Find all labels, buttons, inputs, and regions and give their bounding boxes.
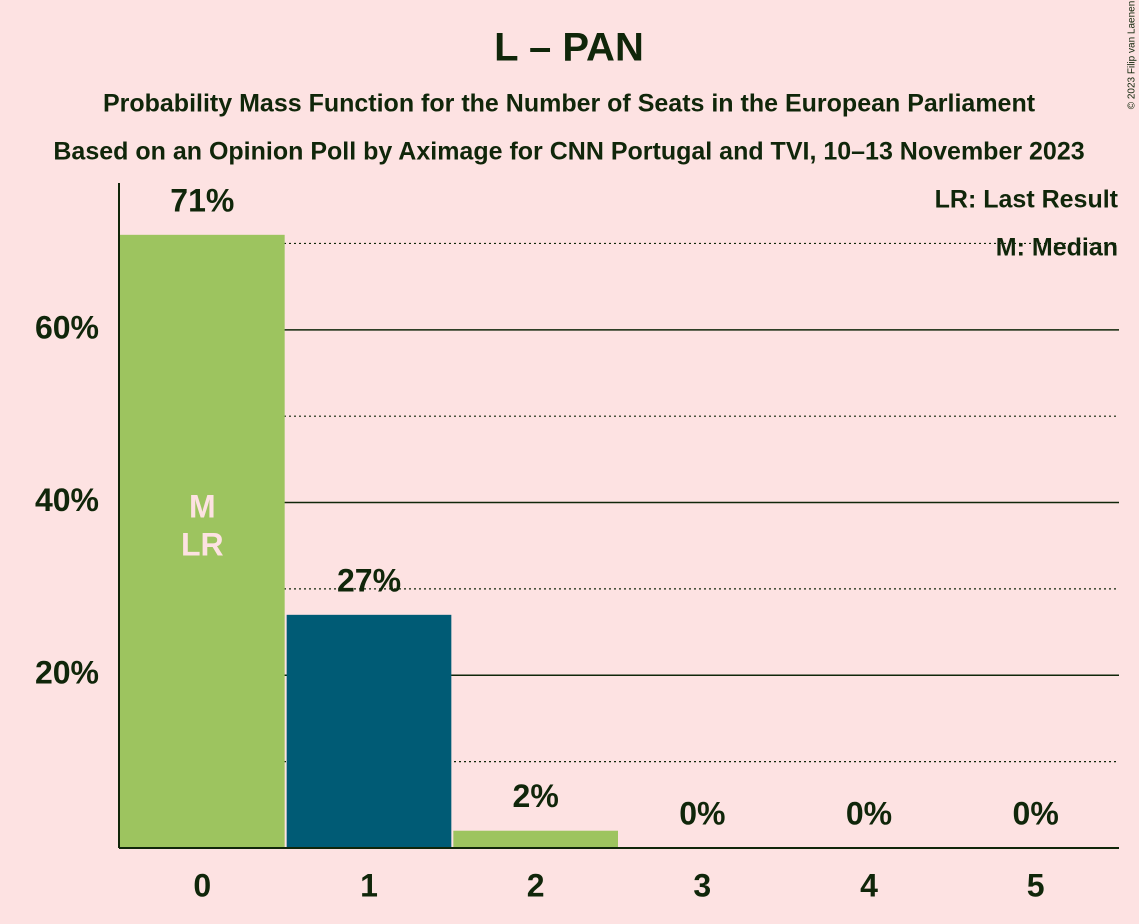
value-label: 0% [679, 795, 725, 831]
y-tick-label: 60% [35, 309, 99, 345]
x-tick-label: 0 [193, 867, 211, 903]
x-tick-label: 1 [360, 867, 378, 903]
value-label: 0% [846, 795, 892, 831]
y-tick-label: 40% [35, 482, 99, 518]
value-label: 2% [513, 778, 559, 814]
x-tick-label: 4 [860, 867, 878, 903]
value-label: 27% [337, 562, 401, 598]
legend-entry: M: Median [996, 234, 1118, 262]
last-result-marker: LR [181, 526, 224, 562]
value-label: 71% [170, 182, 234, 218]
value-label: 0% [1013, 795, 1059, 831]
median-marker: M [189, 488, 216, 524]
x-tick-label: 2 [527, 867, 545, 903]
bar [120, 234, 285, 848]
x-tick-label: 5 [1027, 867, 1045, 903]
bar [453, 830, 618, 848]
y-tick-label: 20% [35, 655, 99, 691]
copyright: © 2023 Filip van Laenen [1127, 1, 1138, 110]
chart-title: L – PAN [494, 26, 644, 70]
bar [286, 614, 452, 848]
legend-entry: LR: Last Result [935, 186, 1119, 214]
chart-subtitle: Based on an Opinion Poll by Aximage for … [53, 138, 1084, 166]
x-tick-label: 3 [693, 867, 711, 903]
chart-subtitle: Probability Mass Function for the Number… [103, 90, 1036, 118]
